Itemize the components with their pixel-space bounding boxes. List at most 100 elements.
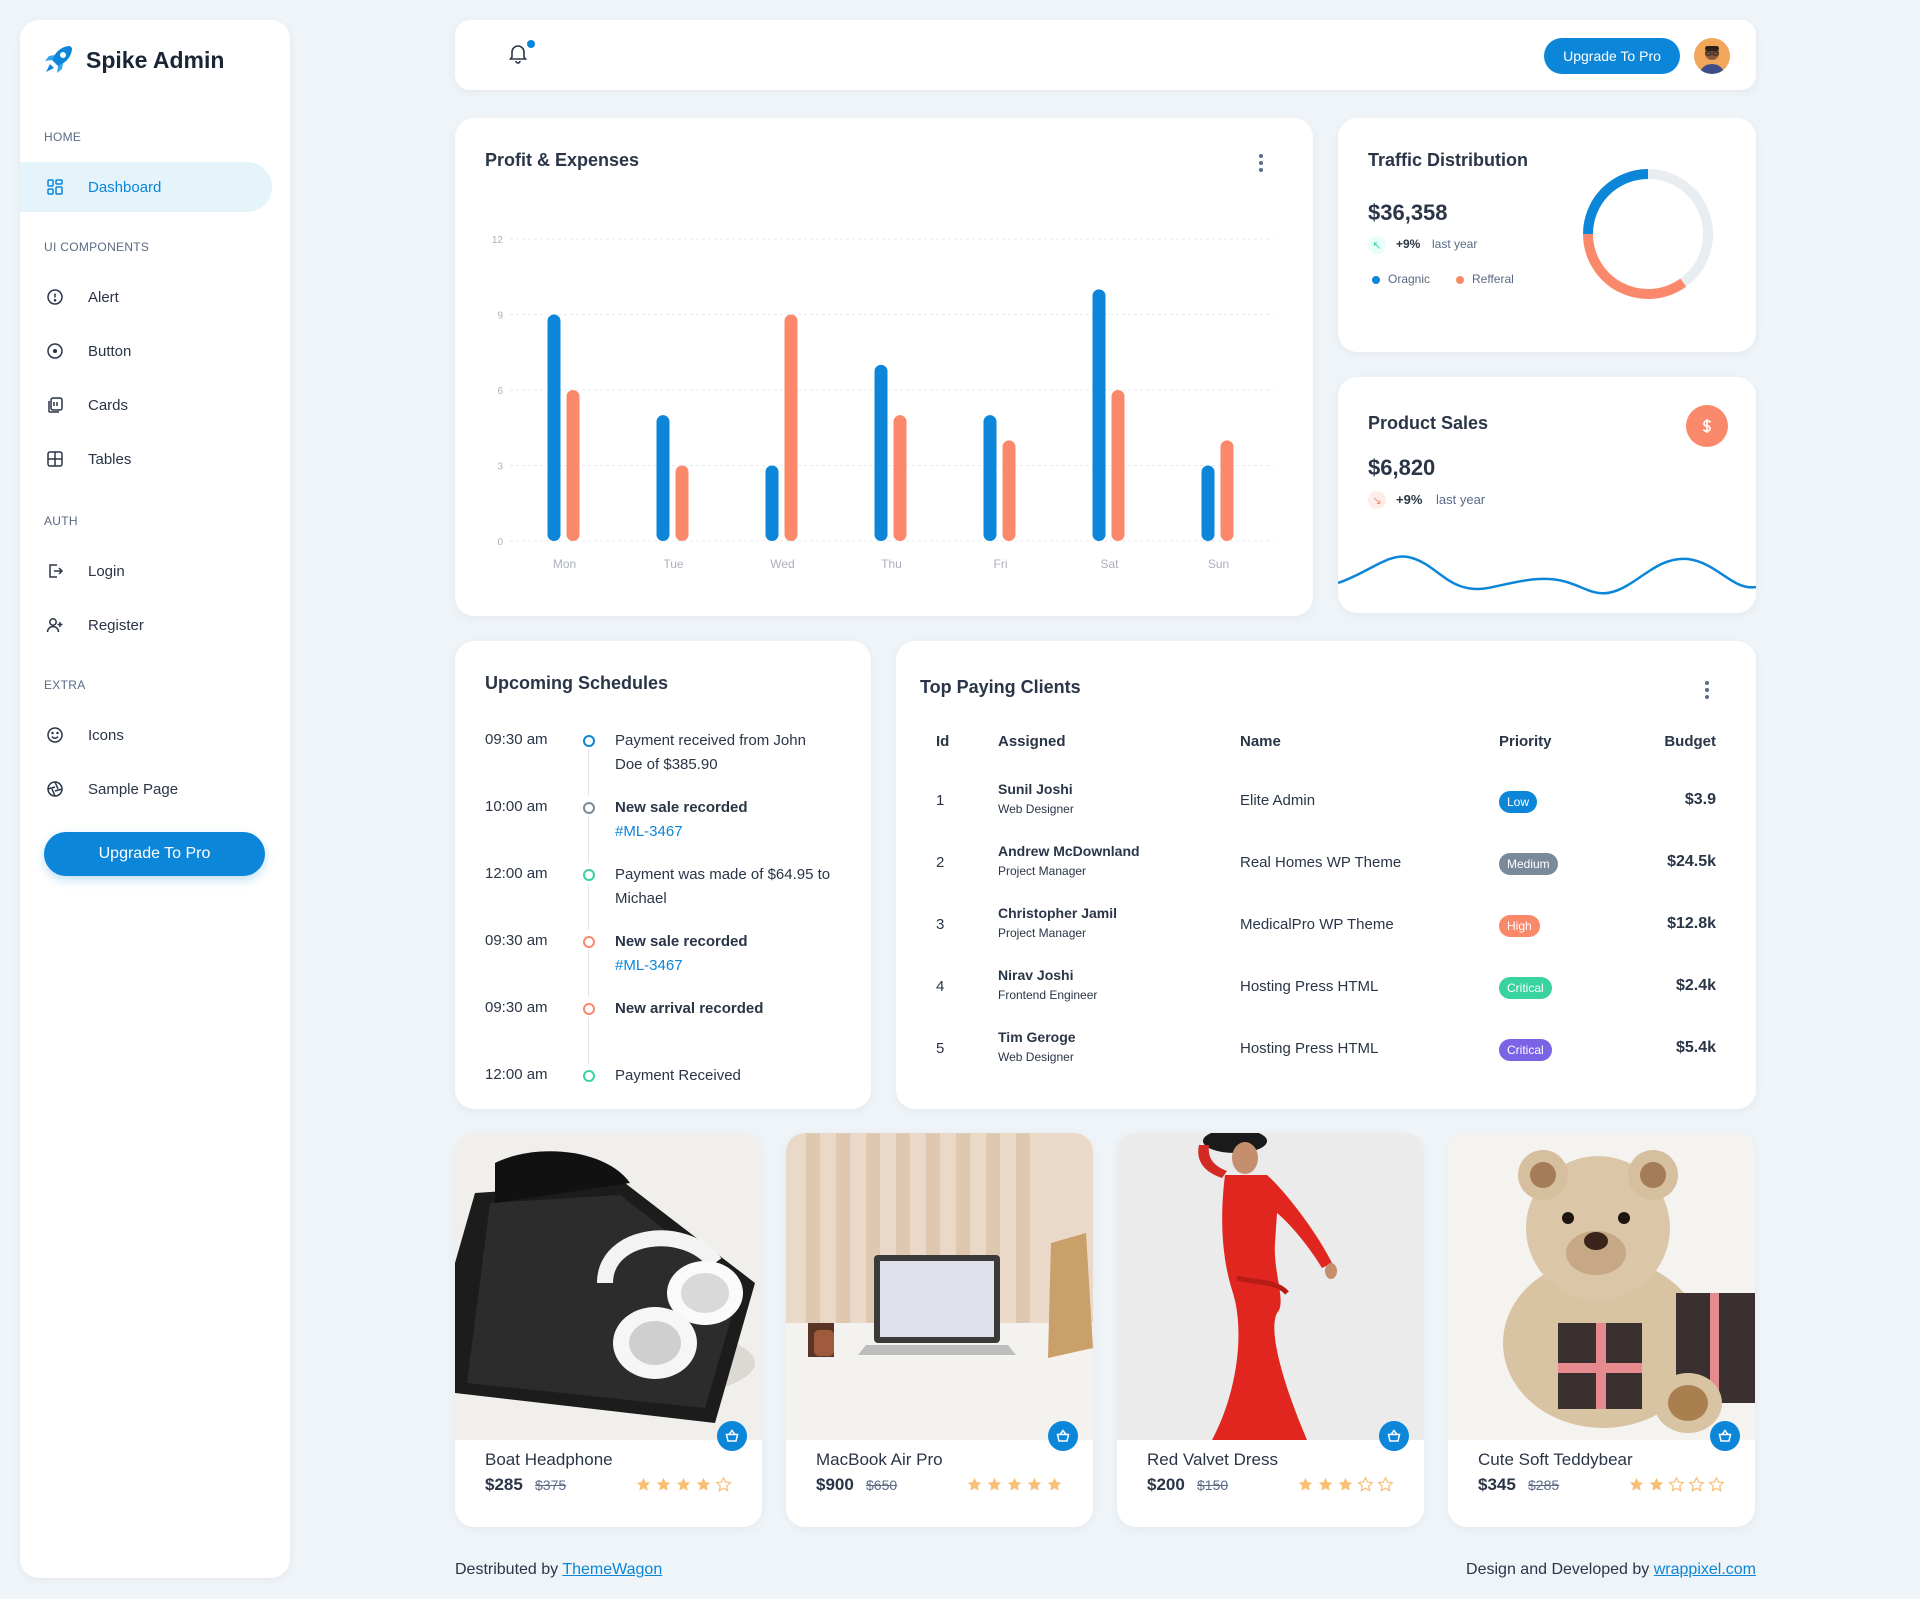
product-card[interactable]: Boat Headphone $285 $375	[455, 1133, 762, 1527]
y-tick-label: 9	[497, 311, 503, 322]
column-header-name[interactable]: Name	[1240, 733, 1281, 750]
product-card[interactable]: Cute Soft Teddybear $345 $285	[1448, 1133, 1755, 1527]
arrow-up-left-icon: ↖	[1368, 236, 1386, 254]
product-name[interactable]: MacBook Air Pro	[816, 1450, 943, 1469]
schedule-link[interactable]: #ML-3467	[615, 823, 683, 840]
product-name[interactable]: Boat Headphone	[485, 1450, 613, 1469]
bar[interactable]	[1092, 289, 1106, 541]
bar[interactable]	[784, 314, 798, 542]
schedule-text: New arrival recorded	[615, 997, 835, 1021]
bar[interactable]	[893, 415, 907, 541]
product-name[interactable]: Cute Soft Teddybear	[1478, 1450, 1633, 1469]
sidebar-item-cards[interactable]: Cards	[20, 380, 272, 430]
schedule-link[interactable]: #ML-3467	[615, 957, 683, 974]
bell-icon[interactable]	[507, 42, 529, 69]
bar[interactable]	[656, 415, 670, 541]
sidebar-item-button[interactable]: Button	[20, 326, 272, 376]
product-card[interactable]: Red Valvet Dress $200 $150	[1117, 1133, 1424, 1527]
bar[interactable]	[1220, 440, 1234, 541]
bar[interactable]	[983, 415, 997, 541]
star-filled-icon	[1007, 1477, 1022, 1491]
schedule-description: New sale recorded	[615, 933, 748, 950]
cell-budget: $2.4k	[1675, 977, 1716, 994]
basket-icon	[1718, 1429, 1732, 1442]
sidebar-item-label: Dashboard	[88, 178, 162, 196]
footer-left-text: Destributed by	[455, 1561, 559, 1578]
teddybear-photo	[1448, 1133, 1755, 1440]
sales-period: last year	[1436, 492, 1486, 507]
schedule-text: Payment received from John Doe of $385.9…	[615, 729, 835, 777]
cell-assigned-role: Project Manager	[998, 926, 1087, 940]
card-title: Traffic Distribution	[1368, 150, 1529, 170]
column-header-priority[interactable]: Priority	[1499, 733, 1552, 750]
column-header-id[interactable]: Id	[936, 733, 950, 750]
card-title: Top Paying Clients	[920, 677, 1081, 697]
aperture-icon	[44, 778, 66, 800]
product-name[interactable]: Red Valvet Dress	[1147, 1450, 1279, 1469]
card-title: Profit & Expenses	[485, 150, 640, 170]
star-filled-icon	[987, 1477, 1002, 1491]
sidebar-item-dashboard[interactable]: Dashboard	[20, 162, 272, 212]
sidebar-item-register[interactable]: Register	[20, 600, 272, 650]
timeline-dot	[583, 1003, 595, 1015]
product-card[interactable]: MacBook Air Pro $900 $650	[786, 1133, 1093, 1527]
sidebar-upgrade-button[interactable]: Upgrade To Pro	[44, 832, 265, 876]
wrappixel-link[interactable]: wrappixel.com	[1653, 1561, 1756, 1578]
sales-sparkline	[1338, 555, 1756, 595]
add-to-cart-button[interactable]	[717, 1421, 747, 1451]
sidebar-item-login[interactable]: Login	[20, 546, 272, 596]
sidebar-item-icons[interactable]: Icons	[20, 710, 272, 760]
donut-slice[interactable]	[1647, 169, 1713, 287]
product-rating	[1628, 1476, 1725, 1493]
cell-budget: $5.4k	[1675, 1039, 1716, 1056]
themewagon-link[interactable]: ThemeWagon	[562, 1561, 663, 1578]
more-vertical-icon[interactable]	[1258, 152, 1264, 174]
add-to-cart-button[interactable]	[1379, 1421, 1409, 1451]
cell-project-name: Real Homes WP Theme	[1240, 854, 1402, 871]
cell-budget: $12.8k	[1667, 915, 1716, 932]
header-upgrade-button[interactable]: Upgrade To Pro	[1544, 38, 1680, 74]
product-old-price: $375	[535, 1477, 567, 1493]
bar[interactable]	[566, 390, 580, 541]
priority-badge: High	[1499, 915, 1540, 937]
bar[interactable]	[1201, 465, 1215, 542]
laptop-photo	[786, 1133, 1093, 1440]
cell-id: 4	[936, 978, 945, 995]
cell-project-name: Hosting Press HTML	[1240, 1040, 1379, 1057]
schedule-time: 09:30 am	[485, 999, 548, 1016]
star-filled-icon	[1649, 1477, 1664, 1491]
legend-item-referral: Refferal	[1456, 272, 1514, 286]
nav-caption-ui-components: UI COMPONENTS	[44, 240, 150, 254]
cards-icon	[44, 394, 66, 416]
bar[interactable]	[765, 465, 779, 542]
sidebar-item-sample-page[interactable]: Sample Page	[20, 764, 272, 814]
column-header-assigned[interactable]: Assigned	[998, 733, 1066, 750]
table-icon	[44, 448, 66, 470]
avatar[interactable]	[1694, 38, 1730, 74]
cell-assigned-name: Nirav Joshi	[998, 967, 1074, 983]
add-to-cart-button[interactable]	[1710, 1421, 1740, 1451]
brand-logo[interactable]: Spike Admin	[40, 42, 224, 78]
timeline-line	[588, 816, 589, 863]
sidebar-item-tables[interactable]: Tables	[20, 434, 272, 484]
sidebar-item-label: Cards	[88, 396, 129, 414]
bar[interactable]	[675, 465, 689, 542]
schedule-description: Payment received from John Doe of $385.9…	[615, 732, 806, 773]
more-vertical-icon[interactable]	[1704, 679, 1710, 701]
add-to-cart-button[interactable]	[1048, 1421, 1078, 1451]
sidebar-item-alert[interactable]: Alert	[20, 272, 272, 322]
bar[interactable]	[1111, 390, 1125, 541]
cell-assigned-role: Project Manager	[998, 864, 1087, 878]
donut-slice[interactable]	[1583, 169, 1649, 235]
bar[interactable]	[874, 364, 888, 541]
timeline-dot	[583, 802, 595, 814]
star-filled-icon	[1027, 1477, 1042, 1491]
y-tick-label: 0	[497, 537, 503, 548]
column-header-budget[interactable]: Budget	[1664, 733, 1716, 750]
bar[interactable]	[1002, 440, 1016, 541]
bar[interactable]	[547, 314, 561, 542]
footer-right: Design and Developed by wrappixel.com	[1466, 1561, 1756, 1579]
star-filled-icon	[1318, 1477, 1333, 1491]
donut-slice[interactable]	[1583, 233, 1687, 299]
rocket-icon	[45, 46, 72, 73]
